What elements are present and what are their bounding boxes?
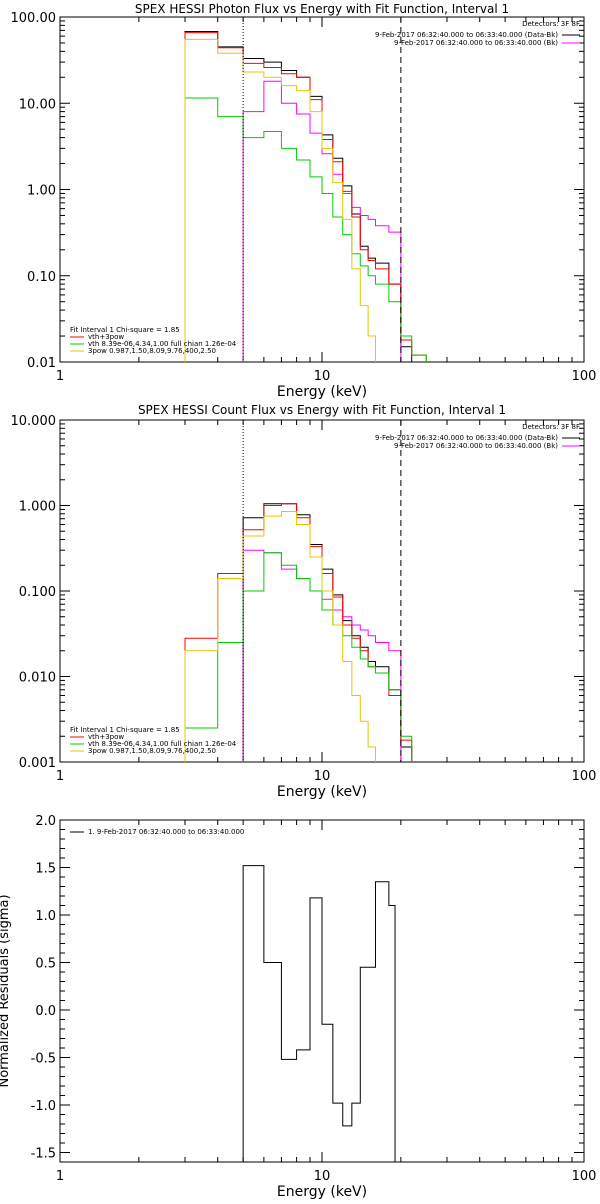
- y-tick-label: -1.5: [31, 1147, 56, 1162]
- y-tick-label: 0.010: [19, 671, 56, 686]
- chart-title: SPEX HESSI Count Flux vs Energy with Fit…: [138, 403, 506, 417]
- chart-panel-3: 1 10 100 Energy (keV) -1.5 -1.0 -0.5 0.0 0.5 1.0 1…: [0, 814, 596, 1200]
- legend-header: Detectors: 3F 8F: [522, 20, 580, 28]
- x-tick-label: 1: [56, 1169, 64, 1184]
- y-tick-label: 0.100: [19, 585, 56, 600]
- y-tick-label: 1.0: [35, 909, 56, 924]
- x-tick-label: 1: [56, 369, 64, 384]
- series-line-1: [242, 865, 402, 1162]
- series-line-3: [184, 32, 427, 362]
- x-tick-label: 1: [56, 769, 64, 784]
- series-line-5: [184, 511, 376, 762]
- y-tick-label: 0.001: [19, 756, 56, 771]
- chart-panel-1: SPEX HESSI Photon Flux vs Energy with Fi…: [11, 2, 597, 400]
- legend-item-label: 9-Feb-2017 06:32:40.000 to 06:33:40.000 …: [375, 31, 558, 39]
- series-line-5: [184, 38, 376, 362]
- legend-item-label: 9-Feb-2017 06:32:40.000 to 06:33:40.000 …: [375, 434, 558, 442]
- x-tick-label: 10: [314, 1169, 331, 1184]
- series-line-3: [184, 503, 413, 762]
- y-tick-label: 100.00: [11, 11, 57, 26]
- series-line-2: [242, 80, 402, 362]
- y-tick-label: 1.00: [27, 184, 56, 199]
- y-tick-label: 0.0: [35, 1004, 56, 1019]
- series-line-2: [242, 549, 402, 762]
- y-axis-label: Normalized Residuals (sigma): [0, 894, 12, 1087]
- series-line-1: [242, 503, 413, 762]
- y-tick-label: -0.5: [31, 1052, 56, 1067]
- x-tick-label: 100: [572, 1169, 597, 1184]
- x-axis-label: Energy (keV): [277, 784, 367, 800]
- series-line-4: [184, 97, 427, 362]
- x-axis-label: Energy (keV): [277, 1184, 367, 1200]
- chart-title: SPEX HESSI Photon Flux vs Energy with Fi…: [135, 2, 509, 16]
- y-tick-label: 10.00: [19, 97, 56, 112]
- legend-item-label: 9-Feb-2017 06:32:40.000 to 06:33:40.000 …: [394, 39, 558, 47]
- x-tick-label: 100: [572, 369, 597, 384]
- y-tick-label: 1.5: [35, 862, 56, 877]
- y-tick-label: 0.01: [27, 356, 56, 371]
- x-tick-label: 100: [572, 769, 597, 784]
- fit-legend-item-label: 3pow 0.987,1.50,8.09,9.76,400,2.50: [88, 747, 216, 755]
- x-tick-label: 10: [314, 769, 331, 784]
- x-tick-label: 10: [314, 369, 331, 384]
- fit-legend-header: Fit Interval 1 Chi-square = 1.85: [70, 726, 180, 734]
- fit-legend-item-label: vth 8.39e-06,4.34,1.00 full chian 1.26e-…: [88, 740, 237, 748]
- chart-panel-2: SPEX HESSI Count Flux vs Energy with Fit…: [11, 403, 597, 800]
- series-line-4: [184, 552, 413, 762]
- legend-item-label: 9-Feb-2017 06:32:40.000 to 06:33:40.000 …: [394, 442, 558, 450]
- y-tick-label: 0.5: [35, 957, 56, 972]
- fit-legend-item-label: vth+3pow: [88, 733, 124, 741]
- fit-legend-item-label: vth+3pow: [88, 333, 124, 341]
- legend-header: Detectors: 3F 8F: [522, 423, 580, 431]
- x-axis-label: Energy (keV): [277, 384, 367, 400]
- series-line-1: [184, 30, 413, 362]
- y-tick-label: -1.0: [31, 1099, 56, 1114]
- fit-legend-item-label: vth 8.39e-06,4.34,1.00 full chian 1.26e-…: [88, 340, 237, 348]
- legend-item-label: 1. 9-Feb-2017 06:32:40.000 to 06:33:40.0…: [88, 828, 244, 836]
- y-tick-label: 10.000: [11, 414, 57, 429]
- y-tick-label: 2.0: [35, 814, 56, 829]
- fit-legend-item-label: 3pow 0.987,1.50,8.09,9.76,400,2.50: [88, 347, 216, 355]
- y-tick-label: 1.000: [19, 500, 56, 515]
- y-tick-label: 0.10: [27, 270, 56, 285]
- fit-legend-header: Fit Interval 1 Chi-square = 1.85: [70, 326, 180, 334]
